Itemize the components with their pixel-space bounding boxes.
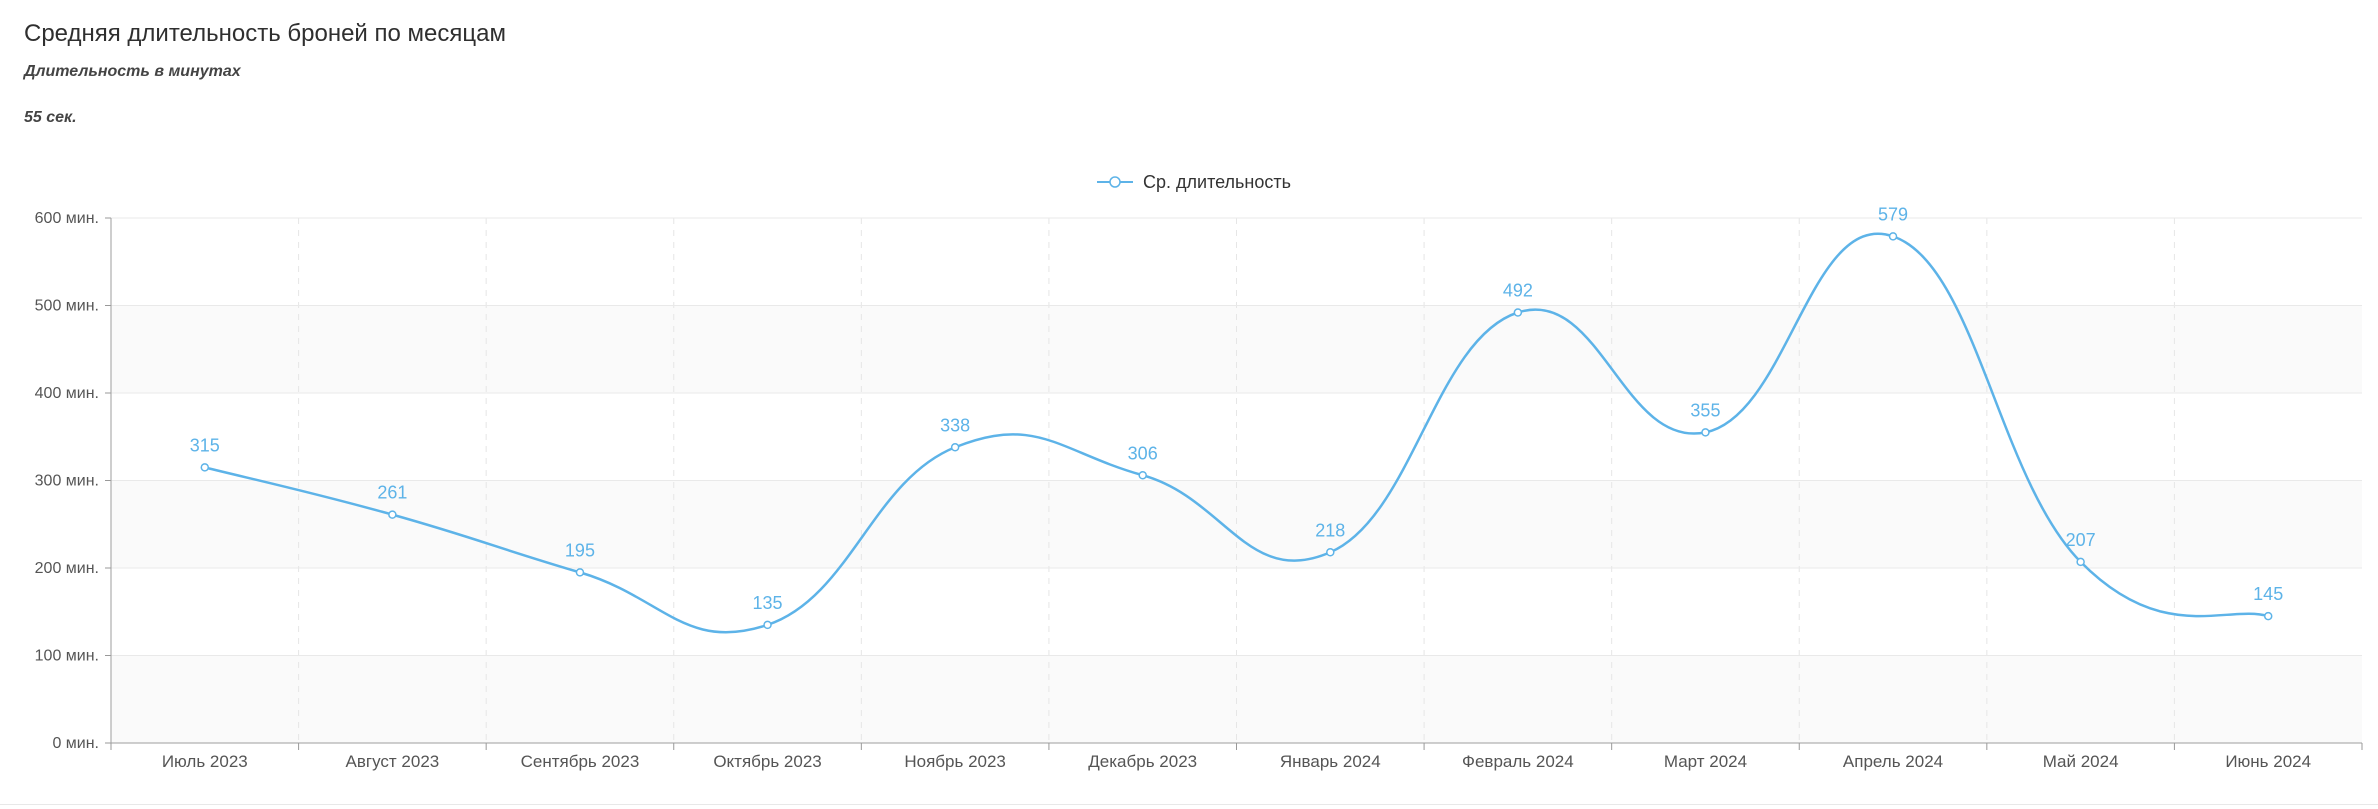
y-tick-label: 100 мин. <box>35 648 99 665</box>
data-point <box>1138 471 1147 480</box>
chart-title: Средняя длительность броней по месяцам <box>24 20 506 47</box>
x-tick-label: Сентябрь 2023 <box>521 752 640 771</box>
y-tick-label: 300 мин. <box>35 473 99 490</box>
data-label: 492 <box>1503 281 1533 301</box>
chart-header: Средняя длительность броней по месяцам Д… <box>24 20 506 127</box>
legend-label: Ср. длительность <box>1143 172 1291 192</box>
x-tick-label: Январь 2024 <box>1280 752 1381 771</box>
legend-marker <box>1109 176 1121 188</box>
data-point <box>1888 232 1898 241</box>
y-tick-label: 400 мин. <box>35 385 99 402</box>
y-tick-label: 0 мин. <box>52 735 99 752</box>
data-point <box>1701 428 1710 437</box>
x-tick-label: Июль 2023 <box>162 752 248 771</box>
data-point <box>950 443 960 452</box>
x-tick-label: Ноябрь 2023 <box>904 752 1006 771</box>
data-label: 338 <box>940 415 970 435</box>
data-point <box>2076 557 2085 567</box>
chart-note: 55 сек. <box>24 109 77 126</box>
data-label: 135 <box>753 593 783 613</box>
data-label: 355 <box>1690 400 1720 420</box>
bottom-divider <box>0 804 2378 805</box>
x-tick-label: Июнь 2024 <box>2225 752 2311 771</box>
x-tick-label: Февраль 2024 <box>1462 752 1574 771</box>
chart-subtitle: Длительность в минутах <box>24 63 241 80</box>
data-label: 195 <box>565 540 595 560</box>
data-point <box>1513 308 1523 317</box>
data-point <box>200 463 210 472</box>
data-label: 306 <box>1128 443 1158 463</box>
x-tick-label: Март 2024 <box>1664 752 1747 771</box>
x-tick-label: Май 2024 <box>2043 752 2119 771</box>
data-point <box>1326 548 1335 557</box>
data-label: 218 <box>1315 520 1345 540</box>
y-tick-label: 200 мин. <box>35 560 99 577</box>
data-label: 261 <box>377 483 407 503</box>
y-tick-label: 600 мин. <box>35 210 99 227</box>
x-tick-label: Апрель 2024 <box>1843 752 1943 771</box>
data-point <box>575 568 585 577</box>
x-tick-label: Октябрь 2023 <box>713 752 821 771</box>
data-point <box>388 510 397 519</box>
data-label: 207 <box>2066 530 2096 550</box>
data-point <box>763 620 772 630</box>
x-tick-label: Декабрь 2023 <box>1088 752 1197 771</box>
data-point <box>2263 611 2273 621</box>
data-label: 315 <box>190 435 220 455</box>
y-tick-label: 500 мин. <box>35 298 99 315</box>
data-label: 579 <box>1878 204 1908 224</box>
data-label: 145 <box>2253 584 2283 604</box>
x-tick-label: Август 2023 <box>346 752 440 771</box>
